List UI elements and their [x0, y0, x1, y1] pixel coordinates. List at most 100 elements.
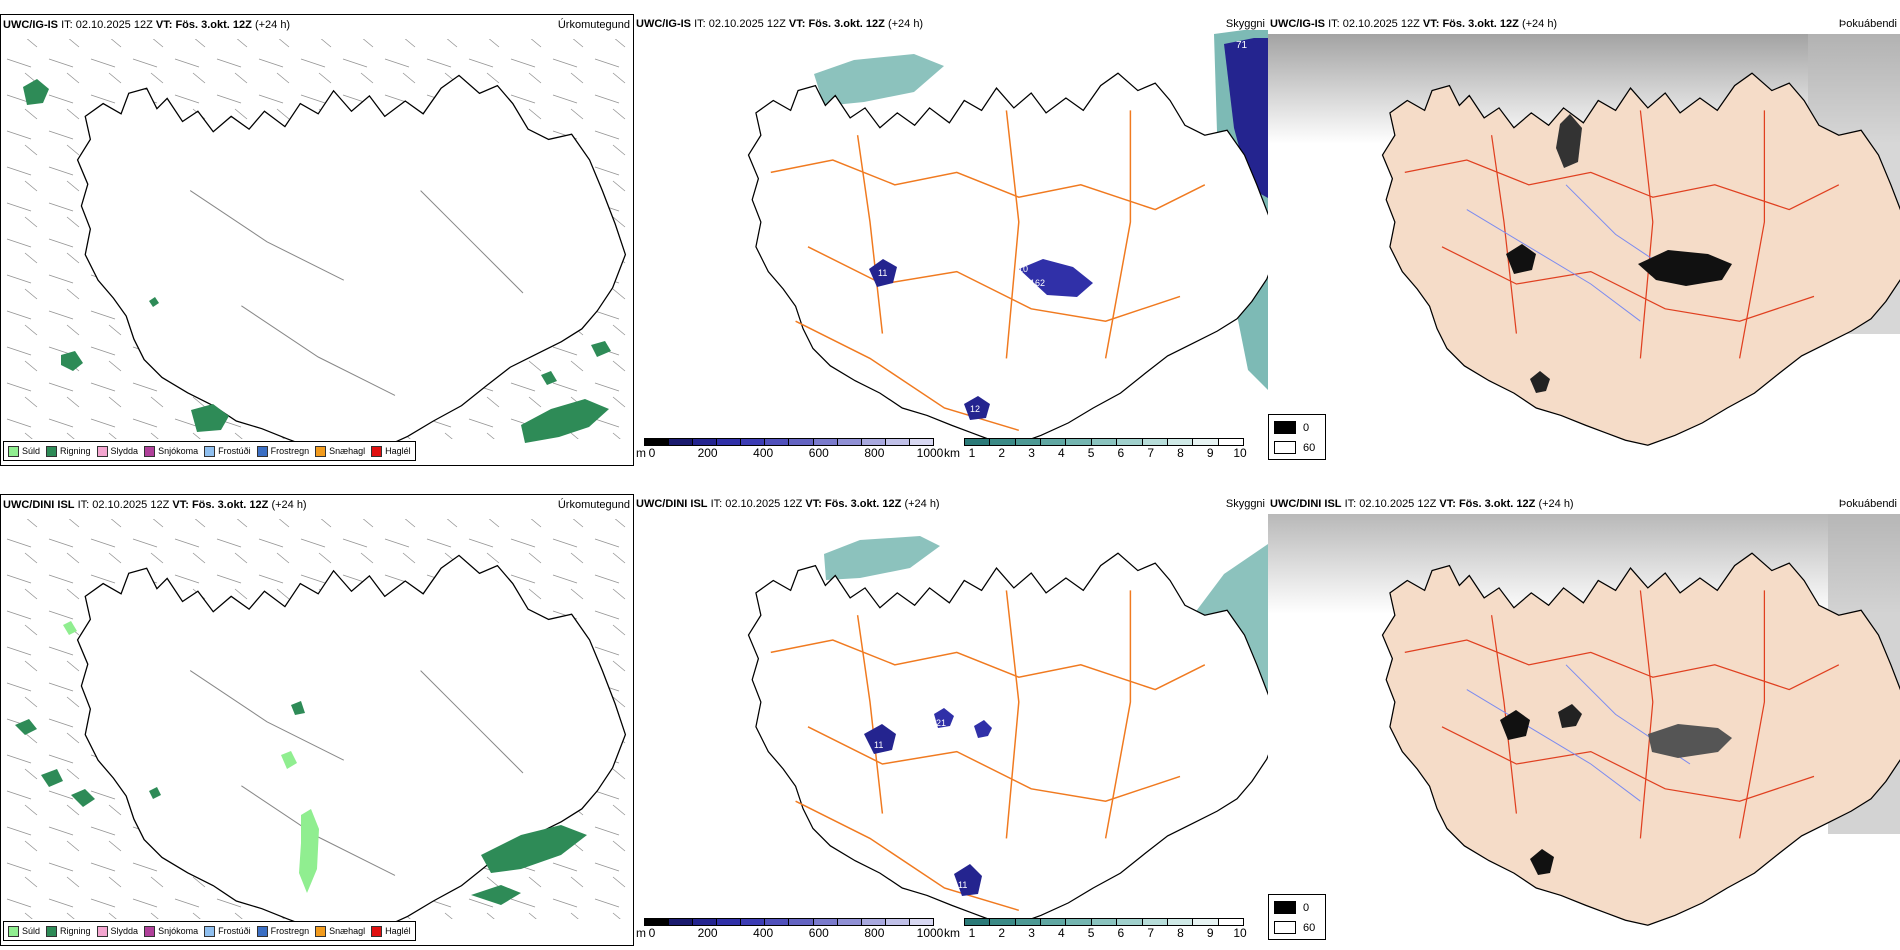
legend-item: Frostúði: [204, 445, 251, 457]
legend-item: Slydda: [96, 445, 139, 457]
legend-label: Slydda: [110, 446, 139, 456]
ceiling-value: 162: [1030, 278, 1045, 288]
fog-high-label: 0: [1303, 901, 1310, 914]
colorbar-bin: [1117, 919, 1143, 925]
vt-label: VT:: [805, 498, 822, 510]
legend-label: Snæhagl: [329, 926, 366, 936]
colorbar-bin: [909, 919, 933, 925]
colorbar-tick: 600: [808, 446, 829, 460]
legend-item: Súld: [8, 925, 40, 937]
colorbar-tick: 200: [697, 446, 718, 460]
model-name: UWC/DINI ISL: [3, 499, 75, 511]
it-value: 02.10.2025 12Z: [708, 18, 786, 30]
vt-label: VT:: [788, 18, 806, 30]
colorbar-bin: [813, 439, 838, 445]
colorbar-bin: [645, 919, 670, 925]
colorbar-bin: [1167, 439, 1194, 445]
colorbar-tick: 7: [1147, 926, 1154, 940]
model-name: UWC/IG-IS: [3, 19, 58, 31]
panel-header: UWC/DINI ISL IT: 02.10.2025 12Z VT: Fös.…: [636, 498, 940, 510]
legend-item: Snæhagl: [315, 925, 366, 937]
colorbar-tick: 8: [1177, 446, 1184, 460]
legend-swatch: [46, 445, 58, 457]
colorbar-bin: [1218, 919, 1243, 925]
legend-label: Snæhagl: [329, 446, 366, 456]
colorbar-tick: 1: [968, 926, 976, 940]
lead-time: (+24 h): [1521, 18, 1558, 30]
legend-label: Frostregn: [270, 446, 310, 456]
ceiling-value: 11: [878, 268, 887, 278]
legend-item: Frostregn: [256, 445, 310, 457]
colorbar-tick: 1: [968, 446, 976, 460]
colorbar-bin: [1091, 919, 1118, 925]
colorbar-bin: [717, 439, 742, 445]
it-value: 02.10.2025 12Z: [92, 499, 170, 511]
fog-panel-row1: UWC/IG-IS IT: 02.10.2025 12Z VT: Fös. 3.…: [1268, 14, 1900, 466]
fog-panel-title: Þokuábendi: [1838, 498, 1897, 510]
legend-swatch: [315, 925, 327, 937]
colorbar-bin: [861, 919, 886, 925]
legend-swatch: [371, 445, 383, 457]
colorbar-tick: 800: [864, 926, 885, 940]
colorbar-tick: 4: [1057, 446, 1065, 460]
colorbar-bin: [741, 439, 766, 445]
colorbar-bin: [1041, 919, 1067, 925]
rain-areas: [15, 701, 587, 905]
panel-header: UWC/IG-IS IT: 02.10.2025 12Z VT: Fös. 3.…: [1270, 18, 1557, 30]
legend-swatch: [371, 925, 383, 937]
vt-value: Fös. 3.okt. 12Z: [191, 499, 269, 511]
legend-label: Haglél: [385, 926, 411, 936]
fog-low-label: 60: [1303, 441, 1316, 454]
colorbar-tick: 400: [753, 926, 774, 940]
model-name: UWC/IG-IS: [1270, 18, 1325, 30]
legend-item: Slydda: [96, 925, 138, 937]
legend-swatch: [315, 445, 327, 457]
visibility-panel-row1: UWC/IG-IS IT: 02.10.2025 12Z VT: Fös. 3.…: [634, 14, 1268, 466]
legend-label: Rigning: [60, 446, 91, 456]
colorbar-tick: 400: [753, 446, 774, 460]
colorbar-bin: [741, 919, 766, 925]
visibility-unit: km: [944, 446, 960, 460]
ceiling-unit: m: [636, 446, 646, 460]
precip-panel-title: Úrkomutegund: [557, 19, 630, 31]
colorbar-bin: [885, 919, 910, 925]
colorbar-tick: 3: [1028, 926, 1035, 940]
colorbar-tick: 10: [1233, 446, 1247, 460]
it-label: IT:: [61, 19, 73, 31]
colorbar-bin: [1218, 439, 1243, 445]
colorbar-bin: [837, 919, 862, 925]
legend-label: Frostúði: [218, 446, 251, 456]
ceiling-value: 10: [1018, 264, 1028, 274]
legend-swatch: [204, 445, 216, 457]
legend-label: Rigning: [60, 926, 91, 936]
colorbar-bin: [645, 439, 670, 445]
colorbar-bin: [1066, 919, 1092, 925]
legend-item: Haglél: [371, 925, 411, 937]
lead-time: (+24 h): [887, 18, 924, 30]
colorbar-bin: [693, 919, 718, 925]
legend-item: Súld: [8, 445, 40, 457]
ceiling-colorbar: m 0 200 400 600 800 1000: [636, 438, 943, 464]
panel-header: UWC/DINI ISL IT: 02.10.2025 12Z VT: Fös.…: [3, 499, 307, 511]
it-value: 02.10.2025 12Z: [75, 19, 153, 31]
colorbar-bin: [965, 919, 991, 925]
precip-map: [1, 519, 633, 941]
vt-value: Fös. 3.okt. 12Z: [1458, 498, 1536, 510]
ceiling-value: 11: [874, 740, 883, 750]
colorbar-bin: [1117, 439, 1143, 445]
ceiling-value: 12: [970, 404, 980, 414]
vt-label: VT:: [1422, 18, 1440, 30]
ceiling-value: 21: [936, 718, 946, 728]
colorbar-tick: 9: [1206, 926, 1214, 940]
colorbar-tick: 6: [1117, 926, 1125, 940]
visibility-map: 11 11 21: [747, 536, 1268, 926]
fog-legend: 0 60: [1268, 414, 1326, 460]
precip-panel-title: Úrkomutegund: [557, 499, 630, 511]
colorbar-tick: 6: [1117, 446, 1125, 460]
ceiling-value: 11: [958, 880, 967, 890]
vt-label: VT:: [172, 499, 189, 511]
legend-item: Rigning: [46, 445, 91, 457]
legend-swatch: [256, 925, 268, 937]
panel-header: UWC/IG-IS IT: 02.10.2025 12Z VT: Fös. 3.…: [3, 19, 290, 31]
colorbar-bin: [1091, 439, 1118, 445]
